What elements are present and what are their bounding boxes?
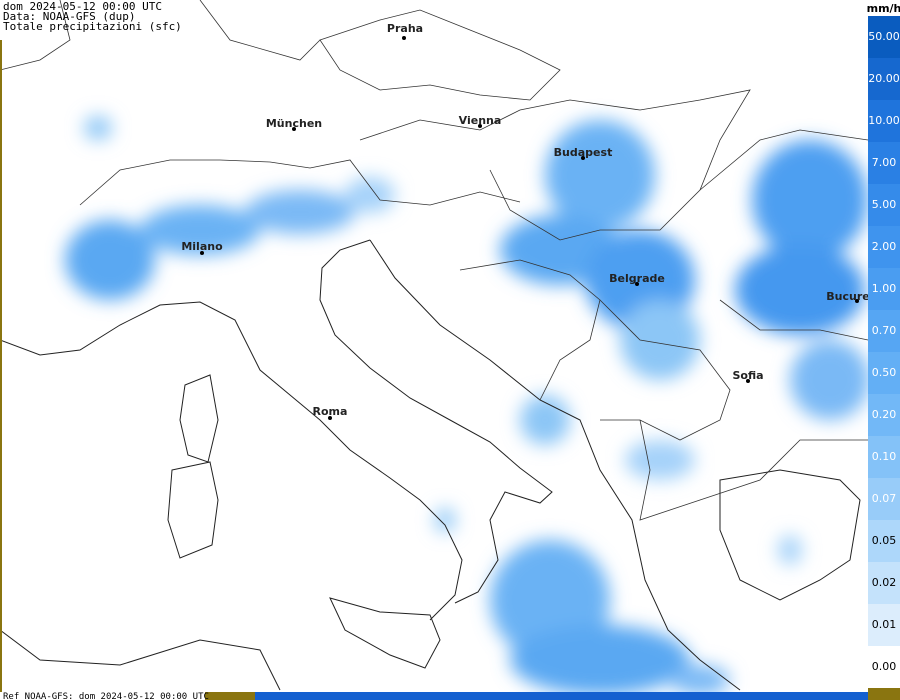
city-label: Belgrade [609,272,665,285]
city-dot [200,251,204,255]
city-label: Bucure [826,290,869,303]
legend-label: 2.00 [872,240,897,253]
legend-label: 0.05 [872,534,897,547]
legend-label: 7.00 [872,156,897,169]
legend-label: 50.00 [868,30,900,43]
legend-label: 1.00 [872,282,897,295]
legend-label: 0.20 [872,408,897,421]
legend-swatch [868,394,900,437]
legend-swatch [868,268,900,311]
city-dot [478,124,482,128]
background [0,0,868,700]
city-label: Budapest [554,146,613,159]
city-dot [292,127,296,131]
legend-label: 0.50 [872,366,897,379]
legend: mm/h 50.00 20.00 10.00 7.00 5.00 2.00 1.00 0.70… [867,0,900,689]
coastlines [0,239,861,691]
cities: Praha München Vienna Budapest Milano Belgrade… [181,22,870,420]
legend-label: 0.00 [872,660,897,673]
legend-swatch [868,562,900,605]
city-label: Roma [313,405,348,418]
city-dot [855,299,859,303]
legend-swatch [868,478,900,521]
legend-label: 10.00 [868,114,900,127]
footer-bar [868,688,900,700]
legend-header [868,0,900,16]
legend-swatch [868,184,900,227]
footer-text: Ref NOAA-GFS: dom 2024-05-12 00:00 UTC [3,692,209,700]
city-dot [746,379,750,383]
header: dom 2024-05-12 00:00 UTC Data: NOAA-GFS … [3,0,182,33]
legend-swatch [868,436,900,479]
legend-swatch [868,520,900,563]
legend-label: 0.02 [872,576,897,589]
legend-swatch [868,604,900,647]
legend-swatch [868,58,900,101]
legend-label: 0.70 [872,324,897,337]
city-dot [402,36,406,40]
city-dot [328,416,332,420]
footer-bar [255,692,868,700]
legend-swatch [868,352,900,395]
city-dot [635,282,639,286]
footer: Ref NOAA-GFS: dom 2024-05-12 00:00 UTC [0,40,900,700]
legend-label: 0.10 [872,450,897,463]
legend-label: 0.07 [872,492,897,505]
city-label: Vienna [459,114,502,127]
legend-swatch [868,226,900,269]
legend-unit: mm/h [867,2,900,15]
footer-box [0,692,205,700]
legend-swatch [868,16,900,59]
legend-swatch [868,646,900,689]
header-line: Totale precipitazioni (sfc) [3,20,182,33]
city-label: Sofia [732,369,763,382]
city-label: München [266,117,322,130]
header-line: Data: NOAA-GFS (dup) [3,10,135,23]
legend-label: 20.00 [868,72,900,85]
borders [0,0,869,521]
precipitation [65,116,870,695]
left-edge [0,40,2,692]
legend-swatch [868,142,900,185]
city-dot [581,156,585,160]
legend-swatch [868,310,900,353]
city-label: Milano [181,240,223,253]
header-line: dom 2024-05-12 00:00 UTC [3,0,162,13]
legend-label: 5.00 [872,198,897,211]
legend-label: 0.01 [872,618,897,631]
city-label: Praha [387,22,423,35]
legend-swatch [868,100,900,143]
